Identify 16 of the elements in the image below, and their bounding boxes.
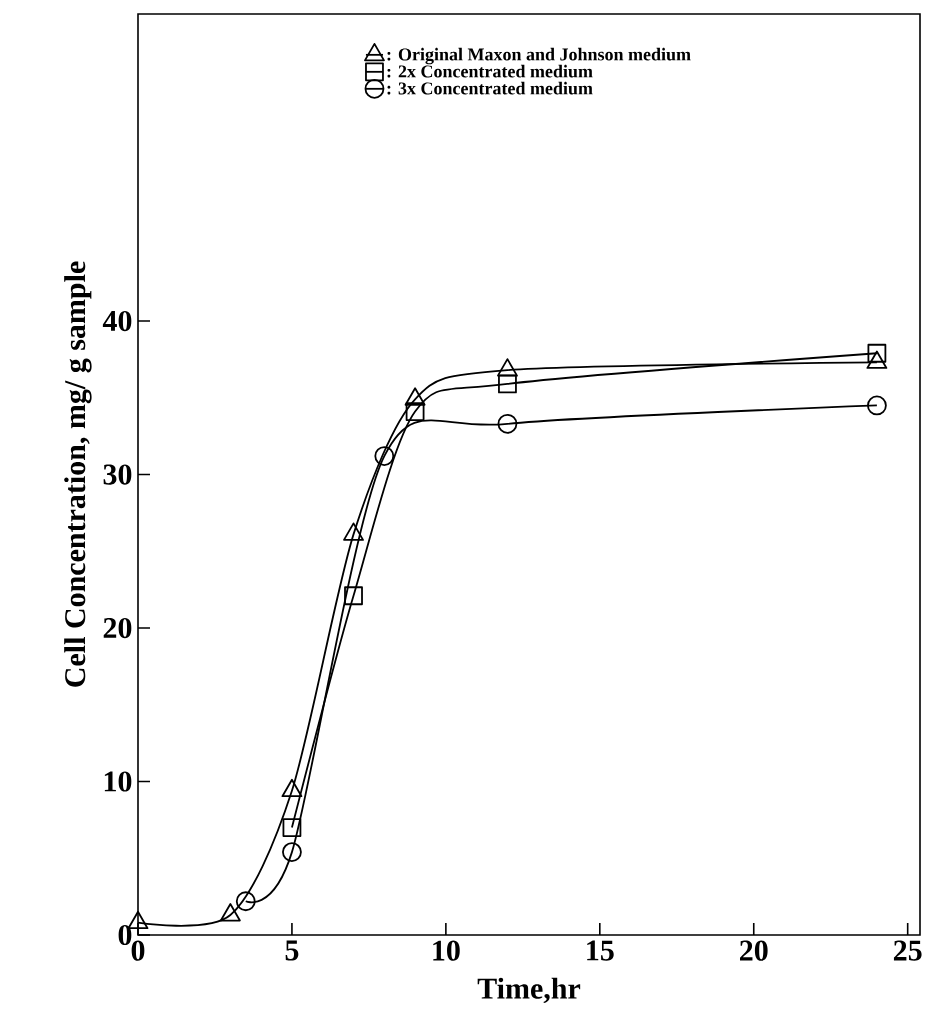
- x-tick-label: 5: [285, 940, 299, 961]
- y-axis-title: Cell Concentration, mg/ g sample: [64, 261, 92, 687]
- y-tick-label: 10: [104, 771, 132, 792]
- x-tick-label: 15: [587, 940, 614, 961]
- legend-label: : 3x Concentrated medium: [387, 81, 593, 95]
- y-tick-label: 40: [102, 310, 132, 332]
- legend-label: : 2x Concentrated medium: [387, 64, 593, 78]
- y-tick-label: 0: [118, 924, 132, 946]
- x-tick-label: 0: [131, 940, 145, 961]
- legend-label: : Original Maxon and Johnson medium: [387, 47, 691, 65]
- x-tick-label: 25: [893, 940, 922, 961]
- y-tick-label: 20: [103, 617, 132, 639]
- y-tick-label: 30: [103, 464, 132, 485]
- x-tick-label: 10: [433, 940, 460, 961]
- x-axis-title: Time,hr: [477, 977, 581, 1004]
- x-tick-label: 20: [740, 940, 768, 961]
